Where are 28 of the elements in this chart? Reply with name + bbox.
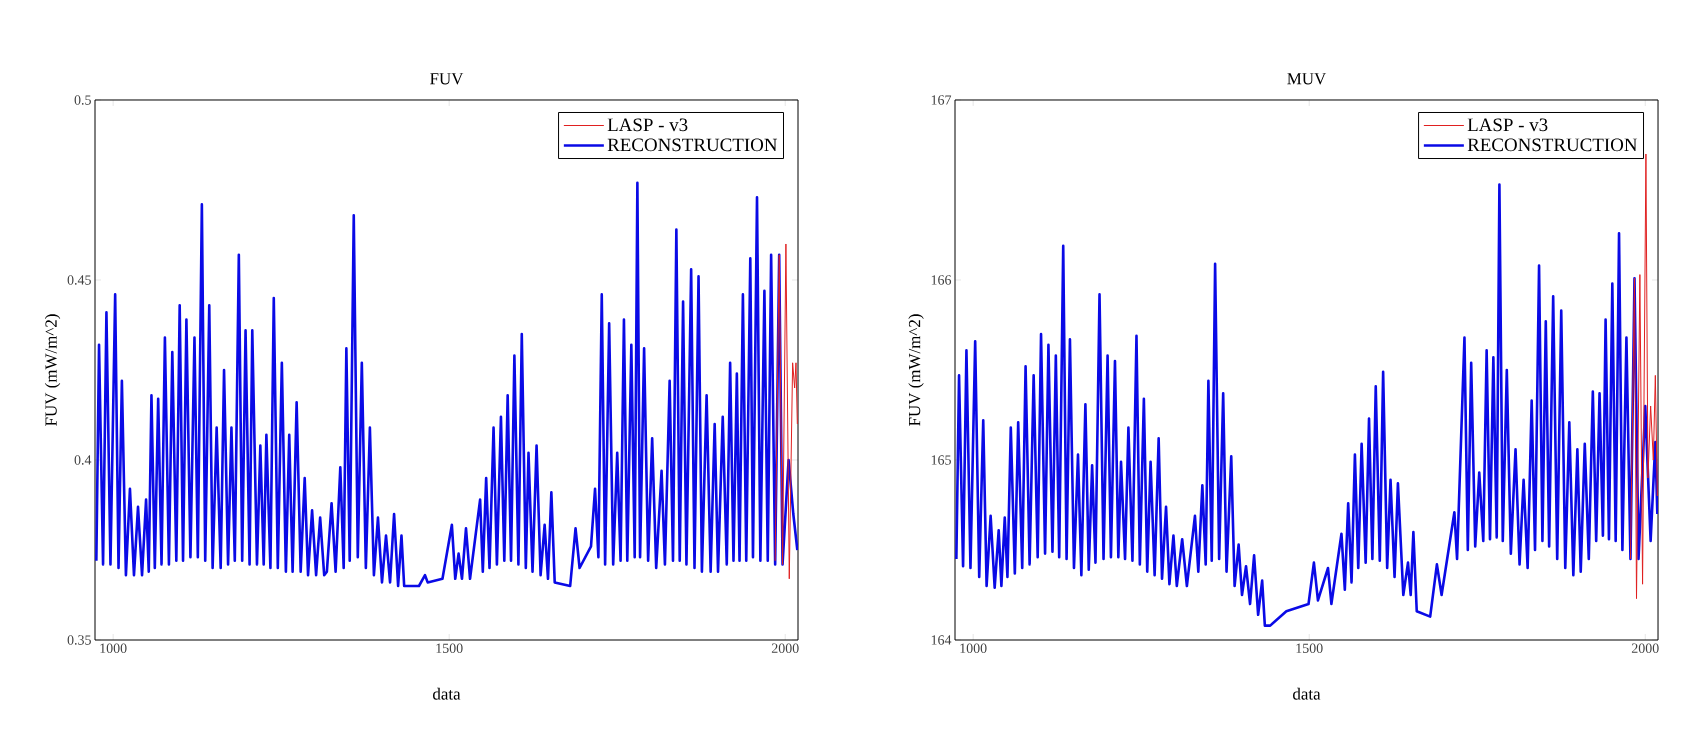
y-tick-label: 0.5 [74, 95, 91, 105]
chart-title: FUV [430, 73, 464, 85]
y-tick-label: 0.35 [67, 635, 91, 645]
x-axis-title: data [1293, 687, 1321, 700]
y-tick-label: 0.45 [67, 275, 91, 285]
x-tick-label: 1000 [100, 643, 127, 653]
y-tick-label: 166 [931, 275, 952, 285]
y-axis-title: FUV (mW/m^2) [908, 314, 924, 426]
line-series [955, 183, 1659, 627]
y-tick-label: 165 [931, 455, 951, 465]
x-tick-label: 2000 [1631, 643, 1659, 653]
legend-label: RECONSTRUCTION [607, 138, 778, 152]
x-axis-title: data [433, 687, 461, 700]
legend-label: LASP - v3 [607, 118, 688, 132]
y-tick-label: 167 [931, 95, 952, 105]
x-tick-label: 1500 [1296, 643, 1323, 653]
legend-label: LASP - v3 [1467, 118, 1548, 132]
line-series [774, 243, 798, 580]
y-tick-label: 164 [931, 635, 952, 645]
legend-label: RECONSTRUCTION [1467, 138, 1638, 152]
line-series [95, 181, 799, 588]
x-tick-label: 1000 [960, 643, 987, 653]
chart-title: MUV [1287, 73, 1327, 85]
x-tick-label: 1500 [436, 643, 463, 653]
x-tick-label: 2000 [771, 643, 799, 653]
line-series [1629, 153, 1658, 600]
y-tick-label: 0.4 [74, 455, 92, 465]
y-axis-title: FUV (mW/m^2) [44, 314, 61, 426]
